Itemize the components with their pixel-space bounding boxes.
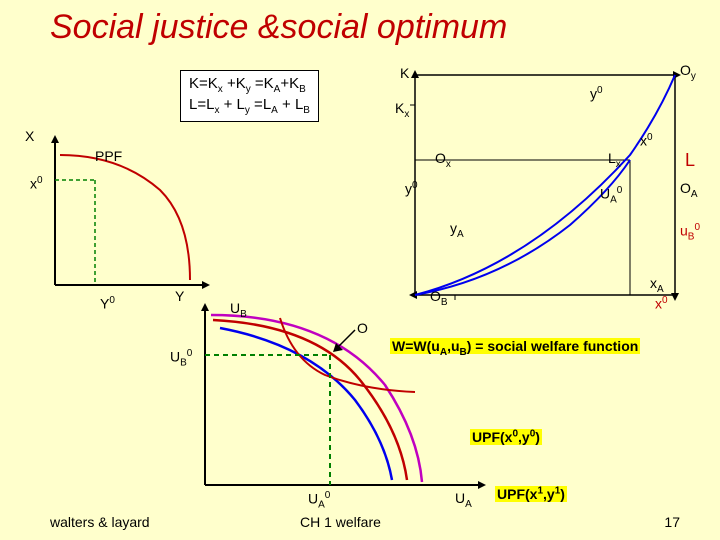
edgeworth-lx-label: Lx (608, 150, 621, 170)
edgeworth-ua0-label: UA0 (600, 185, 622, 205)
upf-diagram (160, 300, 500, 510)
equation-k: K=Kx +Ky =KA+KB (189, 75, 310, 96)
ppf-x0-label: x0 (30, 175, 43, 192)
footer-right: 17 (664, 514, 680, 530)
edgeworth-ox-label: Ox (435, 150, 451, 170)
edgeworth-x0-right-label: x0 (640, 132, 653, 149)
edgeworth-kx-label: Kx (395, 100, 409, 120)
edgeworth-k-label: K (400, 65, 409, 81)
upf-ub-label: UB (230, 300, 247, 320)
upf-ua0-label: UA0 (308, 490, 330, 510)
ppf-curve-label: PPF (95, 148, 122, 164)
edgeworth-oa-label: OA (680, 180, 698, 200)
edgeworth-y0-left-label: y0 (405, 180, 418, 197)
upf2-label: UPF(x1,y1) (495, 485, 567, 502)
edgeworth-oy-label: Oy (680, 62, 696, 82)
edgeworth-ub0-label: uB0 (680, 222, 700, 242)
ppf-x-axis-label: X (25, 128, 34, 144)
edgeworth-x0-br-label: x0 (655, 295, 668, 312)
welfare-function-text: W=W(uA,uB) = social welfare function (390, 338, 640, 358)
footer-left: walters & layard (50, 514, 150, 530)
upf-ub0-label: UB0 (170, 348, 192, 368)
footer-center: CH 1 welfare (300, 514, 381, 530)
edgeworth-l-label: L (685, 150, 695, 171)
edgeworth-xa-label: xA (650, 275, 664, 295)
edgeworth-ya-label: yA (450, 220, 464, 240)
upf1-label: UPF(x0,y0) (470, 428, 542, 445)
equation-box: K=Kx +Ky =KA+KB L=Lx + Ly =LA + LB (180, 70, 319, 122)
edgeworth-y0-top-label: y0 (590, 85, 603, 102)
page-title: Social justice &social optimum (50, 8, 507, 47)
ppf-y0-label: Y0 (100, 295, 115, 312)
ppf-diagram (30, 130, 220, 310)
upf-ua-label: UA (455, 490, 472, 510)
upf-o-label: O (357, 320, 368, 336)
equation-l: L=Lx + Ly =LA + LB (189, 96, 310, 117)
